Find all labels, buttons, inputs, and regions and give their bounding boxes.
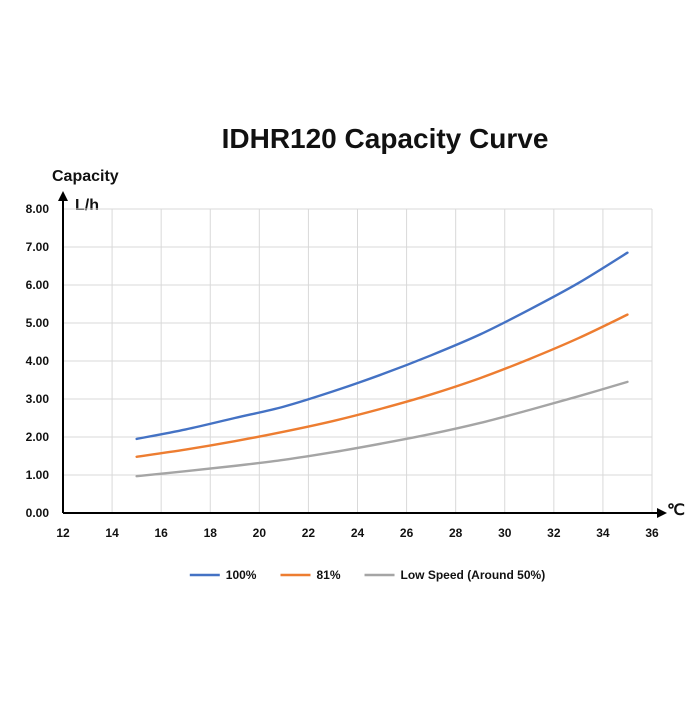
x-tick-label: 32 <box>547 526 561 540</box>
series-line-0 <box>135 251 629 441</box>
x-tick-label: 14 <box>105 526 119 540</box>
axes <box>58 191 667 518</box>
x-axis-arrow-icon <box>657 508 667 518</box>
y-tick-label: 4.00 <box>26 354 50 368</box>
y-tick-label: 1.00 <box>26 468 50 482</box>
x-tick-label: 16 <box>154 526 168 540</box>
y-tick-label: 5.00 <box>26 316 50 330</box>
x-tick-label: 24 <box>351 526 365 540</box>
y-tick-label: 6.00 <box>26 278 50 292</box>
x-tick-label: 18 <box>204 526 218 540</box>
series-lines <box>135 251 629 478</box>
x-tick-label: 12 <box>56 526 70 540</box>
x-tick-label: 26 <box>400 526 414 540</box>
x-tick-label: 20 <box>253 526 267 540</box>
y-tick-label: 3.00 <box>26 392 50 406</box>
chart-title: IDHR120 Capacity Curve <box>222 123 549 154</box>
x-axis-unit: ℃ <box>667 502 685 519</box>
legend-label: Low Speed (Around 50%) <box>401 568 546 582</box>
x-tick-label: 22 <box>302 526 316 540</box>
y-tick-label: 8.00 <box>26 202 50 216</box>
x-tick-label: 28 <box>449 526 463 540</box>
y-tick-label: 2.00 <box>26 430 50 444</box>
series-line-2 <box>135 380 629 478</box>
series-line-1 <box>135 313 629 458</box>
grid <box>62 208 653 514</box>
x-tick-label: 30 <box>498 526 512 540</box>
y-tick-label: 7.00 <box>26 240 50 254</box>
legend: 100% 81% Low Speed (Around 50%) <box>189 568 546 582</box>
y-axis-label: Capacity <box>52 168 119 185</box>
legend-label: 81% <box>316 568 340 582</box>
y-axis-unit: L/h <box>75 197 99 214</box>
x-tick-label: 36 <box>645 526 659 540</box>
tick-labels: 12 14 16 18 20 22 24 26 28 30 32 34 36 0.00 1.00 2.00 3.… <box>26 202 659 540</box>
x-tick-label: 34 <box>596 526 610 540</box>
legend-label: 100% <box>226 568 257 582</box>
y-axis-arrow-icon <box>58 191 68 201</box>
y-tick-label: 0.00 <box>26 506 50 520</box>
